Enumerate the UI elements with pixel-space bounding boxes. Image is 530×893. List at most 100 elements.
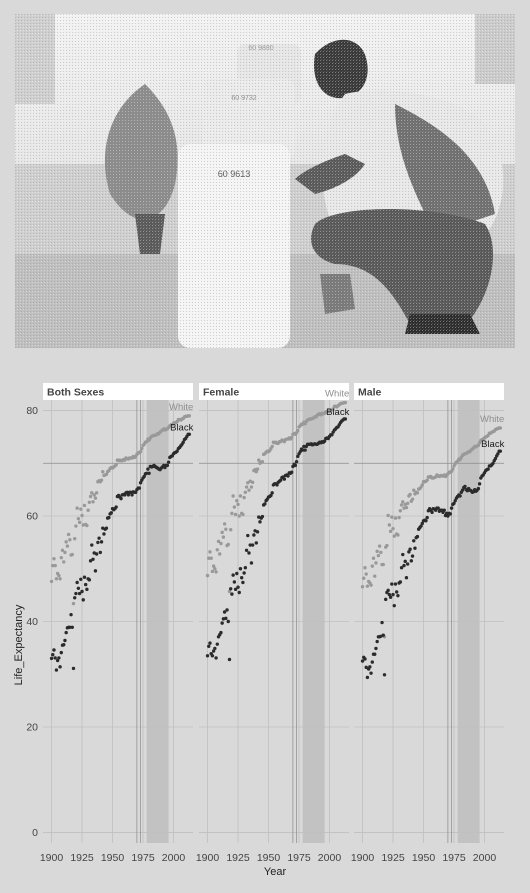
strip-background	[199, 383, 349, 400]
data-point	[207, 556, 211, 560]
series-label-black: Black	[326, 407, 349, 418]
data-point	[296, 428, 300, 433]
data-point	[74, 591, 78, 596]
data-point	[458, 494, 462, 498]
x-tick-label: 2000	[318, 852, 342, 864]
data-point	[399, 503, 404, 507]
data-point	[250, 480, 255, 484]
x-tick-label: 1925	[381, 852, 405, 864]
data-point	[302, 444, 306, 449]
data-point	[224, 616, 228, 621]
data-point	[87, 578, 92, 582]
data-point	[247, 551, 251, 555]
data-point	[219, 630, 223, 635]
data-point	[279, 478, 283, 482]
data-point	[138, 449, 143, 454]
data-point	[379, 550, 383, 555]
data-point	[444, 511, 449, 516]
data-point	[493, 456, 498, 461]
data-point	[404, 505, 409, 510]
data-point	[257, 458, 261, 462]
data-point	[130, 493, 134, 497]
data-point	[365, 675, 370, 680]
data-point	[239, 576, 244, 580]
data-point	[114, 505, 118, 509]
data-point	[382, 673, 387, 677]
data-point	[59, 555, 63, 560]
data-point	[246, 481, 250, 485]
series-label-black: Black	[481, 439, 504, 450]
data-point	[269, 493, 273, 498]
data-point	[85, 587, 89, 592]
data-point	[424, 519, 428, 523]
life-expectancy-chart: Both Sexes 1900 1925 1950 1975 2000 White Black…	[13, 383, 505, 878]
data-point	[80, 589, 84, 594]
data-point	[451, 467, 455, 471]
data-point	[114, 463, 118, 467]
data-point	[233, 512, 238, 517]
data-point	[70, 625, 74, 630]
data-point	[330, 433, 334, 437]
data-point	[252, 533, 256, 537]
data-point	[425, 478, 429, 482]
data-point	[298, 449, 302, 454]
data-point	[384, 597, 388, 602]
data-point	[393, 582, 398, 586]
data-point	[249, 561, 254, 565]
data-point	[107, 515, 111, 520]
data-point	[140, 446, 144, 451]
data-point	[363, 657, 367, 661]
data-point	[222, 522, 227, 526]
data-point	[68, 538, 72, 542]
data-point	[369, 583, 373, 587]
data-point	[51, 563, 55, 568]
data-point	[62, 643, 66, 647]
data-point	[221, 535, 226, 539]
data-point	[452, 501, 456, 506]
data-point	[375, 549, 379, 554]
data-point	[387, 523, 392, 527]
data-point	[381, 562, 385, 567]
data-point	[415, 534, 420, 539]
data-point	[235, 571, 239, 576]
data-point	[392, 534, 396, 538]
data-point	[211, 564, 216, 568]
data-point	[214, 656, 218, 660]
data-point	[64, 630, 68, 635]
data-point	[247, 488, 251, 492]
data-point	[79, 507, 83, 511]
data-point	[52, 557, 56, 561]
data-point	[254, 470, 259, 474]
data-point	[412, 488, 416, 492]
data-point	[237, 514, 241, 518]
series-black	[49, 432, 192, 672]
data-point	[364, 572, 368, 576]
series-white	[205, 400, 348, 594]
data-point	[227, 589, 232, 594]
data-point	[405, 501, 410, 506]
data-point	[166, 460, 171, 464]
data-point	[51, 653, 55, 657]
data-point	[85, 523, 89, 528]
data-point	[79, 577, 83, 582]
data-point	[289, 470, 294, 474]
data-point	[213, 646, 217, 651]
data-point	[238, 567, 243, 571]
data-point	[80, 513, 84, 518]
data-point	[446, 514, 450, 518]
x-tick-label: 1950	[101, 852, 125, 864]
data-point	[369, 671, 373, 675]
data-point	[393, 516, 398, 520]
data-point	[401, 500, 405, 504]
data-point	[408, 547, 412, 551]
data-point	[270, 444, 274, 449]
data-point	[53, 656, 57, 660]
data-point	[75, 506, 79, 510]
data-point	[222, 610, 227, 614]
data-point	[322, 439, 327, 443]
data-point	[449, 506, 454, 510]
data-point	[498, 449, 503, 453]
data-point	[70, 552, 74, 557]
data-point	[246, 533, 250, 538]
data-point	[477, 482, 482, 486]
